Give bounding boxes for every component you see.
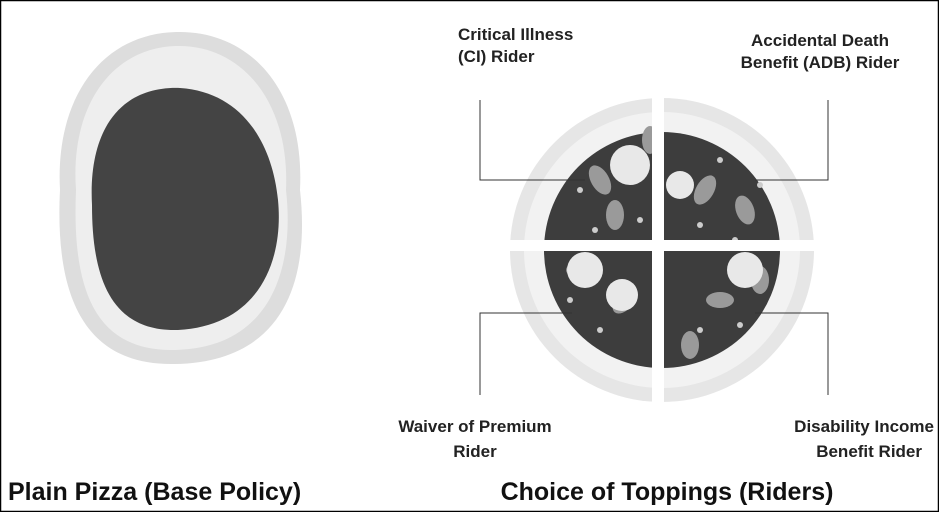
rider-label: Waiver of Premium — [398, 417, 551, 436]
diagram: Critical Illness (CI) Rider Accidental D… — [0, 0, 939, 512]
caption: Choice of Toppings (Riders) — [501, 478, 834, 506]
rider-label: Disability Income — [794, 417, 934, 436]
rider-label: Critical Illness — [458, 25, 573, 44]
rider-label: Accidental Death — [751, 31, 889, 50]
caption: Plain Pizza (Base Policy) — [8, 478, 301, 506]
rider-label: (CI) Rider — [458, 47, 535, 66]
rider-label: Benefit (ADB) Rider — [741, 53, 900, 72]
rider-label: Benefit Rider — [816, 442, 922, 461]
rider-label: Rider — [453, 442, 497, 461]
plain-pizza — [59, 32, 302, 364]
